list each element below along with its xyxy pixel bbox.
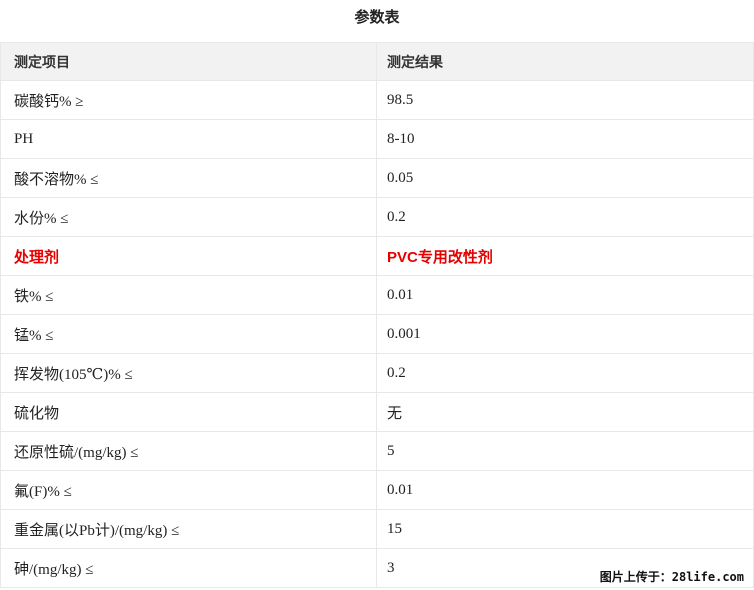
table-row: 重金属(以Pb计)/(mg/kg) ≤15 xyxy=(0,509,754,549)
table-row: 水份% ≤0.2 xyxy=(0,197,754,237)
item-cell: 水份% ≤ xyxy=(0,197,377,237)
item-cell: 砷/(mg/kg) ≤ xyxy=(0,548,377,588)
table-row: 氟(F)% ≤0.01 xyxy=(0,470,754,510)
table-row: 还原性硫/(mg/kg) ≤5 xyxy=(0,431,754,471)
table-row: 铁% ≤0.01 xyxy=(0,275,754,315)
result-cell: 0.2 xyxy=(376,197,754,237)
result-cell: 0.2 xyxy=(376,353,754,393)
item-cell: 锰% ≤ xyxy=(0,314,377,354)
item-cell: 硫化物 xyxy=(0,392,377,432)
result-cell: 98.5 xyxy=(376,80,754,120)
item-cell: 挥发物(105℃)% ≤ xyxy=(0,353,377,393)
result-cell: 15 xyxy=(376,509,754,549)
table-row: 处理剂 PVC专用改性剂 xyxy=(0,236,754,276)
item-cell: 铁% ≤ xyxy=(0,275,377,315)
header-row: 测定项目 测定结果 xyxy=(0,42,754,81)
result-cell: PVC专用改性剂 xyxy=(376,236,754,276)
table-row: 挥发物(105℃)% ≤0.2 xyxy=(0,353,754,393)
table-row: 锰% ≤0.001 xyxy=(0,314,754,354)
table-row: 酸不溶物% ≤0.05 xyxy=(0,158,754,198)
item-cell: 重金属(以Pb计)/(mg/kg) ≤ xyxy=(0,509,377,549)
result-cell: 无 xyxy=(376,392,754,432)
header-result-column: 测定结果 xyxy=(376,42,754,81)
result-cell: 0.01 xyxy=(376,275,754,315)
item-cell: 还原性硫/(mg/kg) ≤ xyxy=(0,431,377,471)
page-title: 参数表 xyxy=(354,9,400,26)
table-row: PH 8-10 xyxy=(0,119,754,159)
item-cell: PH xyxy=(0,119,377,159)
header-item-column: 测定项目 xyxy=(0,42,377,81)
table-row: 碳酸钙% ≥98.5 xyxy=(0,80,754,120)
result-cell: 0.05 xyxy=(376,158,754,198)
watermark: 图片上传于：28life.com xyxy=(597,567,746,586)
table-body: 碳酸钙% ≥98.5 PH 8-10 酸不溶物% ≤0.05 水份% ≤0.2 处理剂 PV… xyxy=(0,80,754,588)
page: 参数表 测定项目 测定结果 碳酸钙% ≥98.5 PH 8-10 酸不溶物% ≤0.0… xyxy=(0,9,754,588)
item-cell: 处理剂 xyxy=(0,236,377,276)
table-row: 硫化物无 xyxy=(0,392,754,432)
result-cell: 8-10 xyxy=(376,119,754,159)
parameter-table: 测定项目 测定结果 碳酸钙% ≥98.5 PH 8-10 酸不溶物% ≤0.05 水份%… xyxy=(0,42,754,588)
result-cell: 0.001 xyxy=(376,314,754,354)
item-cell: 酸不溶物% ≤ xyxy=(0,158,377,198)
item-cell: 碳酸钙% ≥ xyxy=(0,80,377,120)
result-cell: 0.01 xyxy=(376,470,754,510)
result-cell: 5 xyxy=(376,431,754,471)
item-cell: 氟(F)% ≤ xyxy=(0,470,377,510)
table-row: 砷/(mg/kg) ≤3 xyxy=(0,548,754,588)
